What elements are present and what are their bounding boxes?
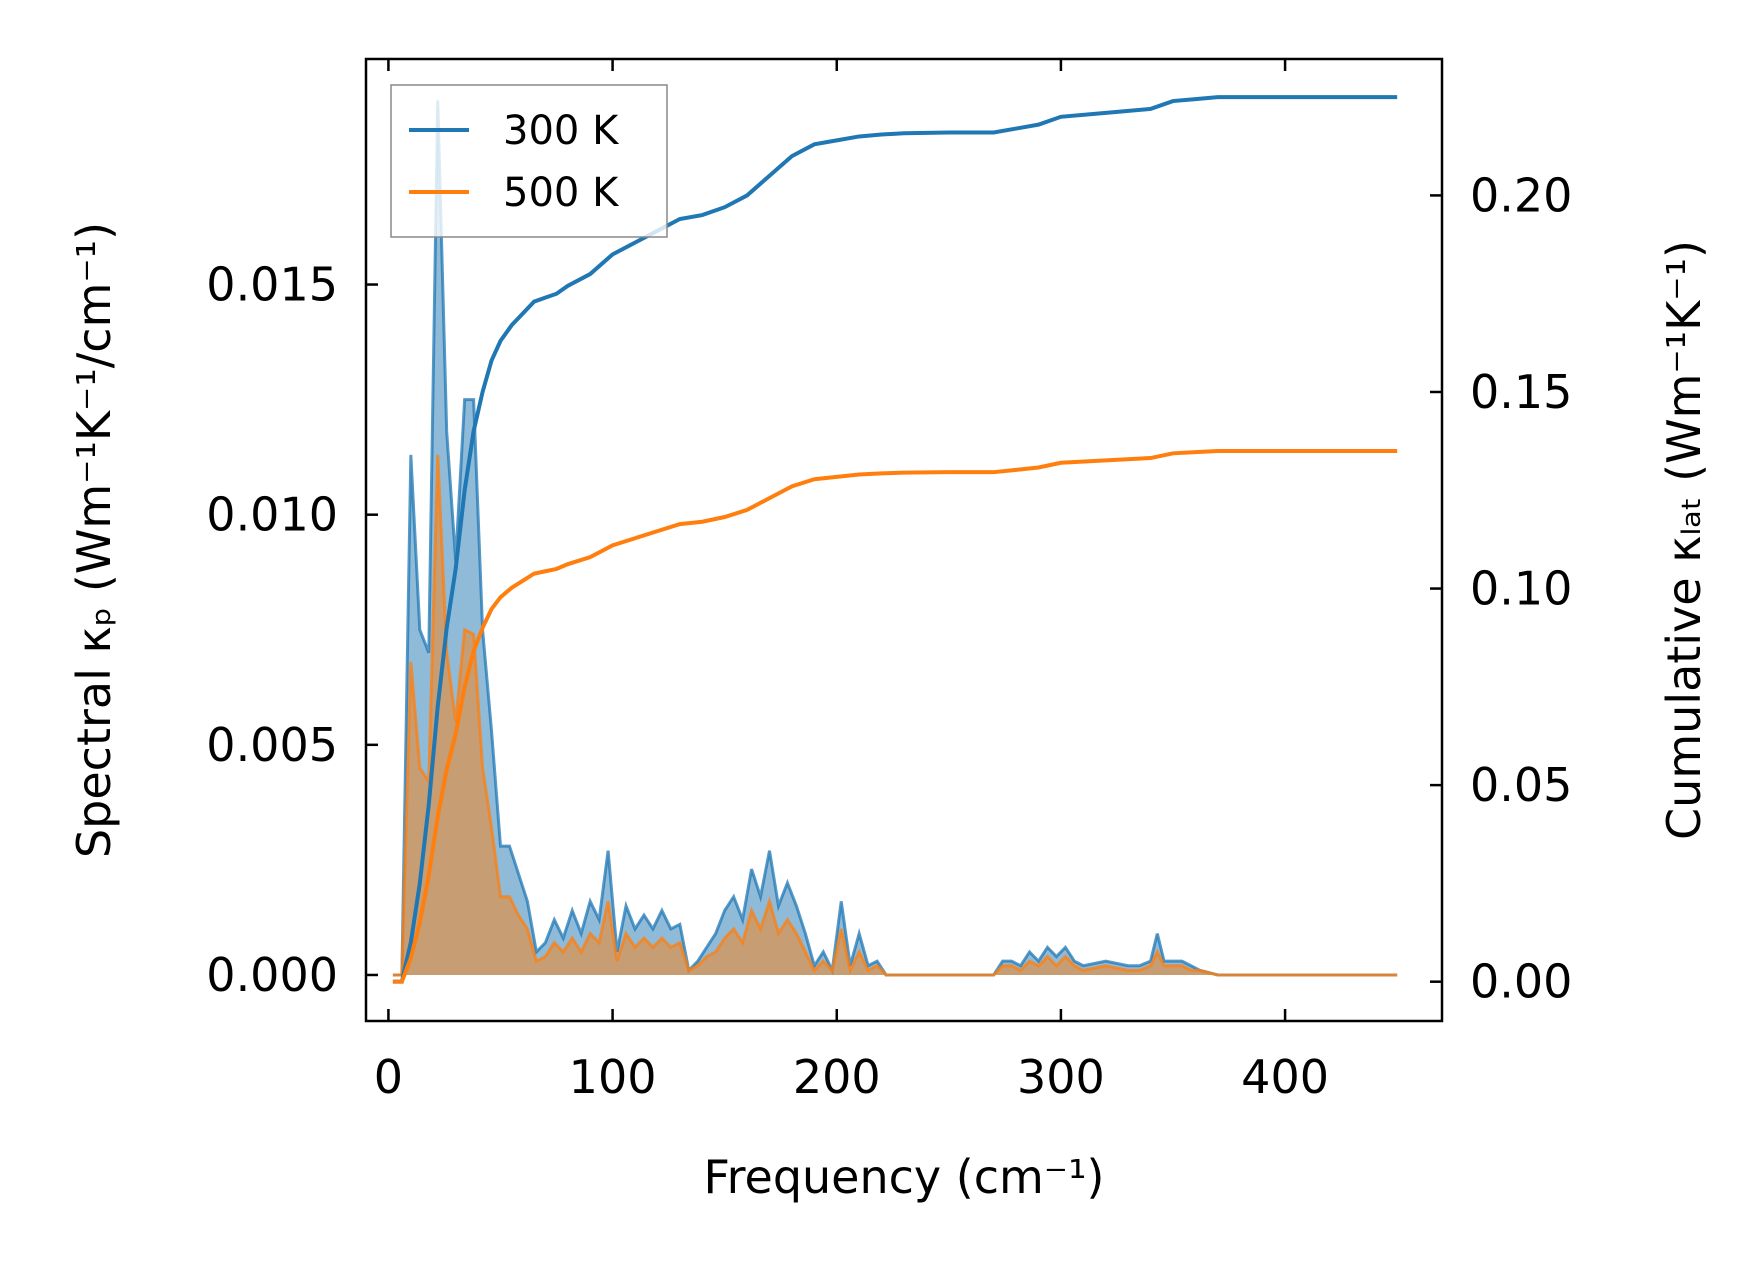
y-right-tick-label: 0.20 (1470, 168, 1572, 222)
plot-frame (364, 57, 1444, 1023)
legend-label-500-k: 500 K (503, 170, 620, 216)
x-tick-label: 200 (793, 1050, 881, 1104)
x-tick-label: 100 (569, 1050, 657, 1104)
y-left-tick-label: 0.005 (206, 718, 338, 772)
x-tick-label: 400 (1241, 1050, 1329, 1104)
x-axis-label: Frequency (cm⁻¹) (704, 1150, 1105, 1204)
cumulative-line-300-k (392, 95, 1398, 984)
plot-area (392, 95, 1398, 984)
legend-label-300-k: 300 K (503, 108, 620, 154)
y-right-tick-label: 0.15 (1470, 365, 1572, 419)
axis-ticks: 0 100 200 300 400 0.000 0.005 0.010 0.015 0.00 0.0… (206, 59, 1572, 1104)
y-left-tick-label: 0.000 (206, 948, 338, 1002)
spectral-fill-500-k (392, 454, 1398, 975)
legend: 300 K 500 K (390, 84, 668, 238)
x-tick-label: 300 (1017, 1050, 1105, 1104)
cumulative-line-500-k (392, 448, 1398, 984)
y-axis-right-label: Cumulative κₗₐₜ (Wm⁻¹K⁻¹) (1657, 240, 1711, 840)
spectral-line-300-k (392, 100, 1398, 977)
y-axis-left-label: Spectral κₚ (Wm⁻¹K⁻¹/cm⁻¹) (67, 222, 121, 858)
y-right-tick-label: 0.05 (1470, 758, 1572, 812)
legend-box (390, 84, 668, 238)
y-right-tick-label: 0.00 (1470, 955, 1572, 1009)
x-tick-label: 0 (374, 1050, 403, 1104)
spectral-line-500-k (392, 454, 1398, 977)
y-left-tick-label: 0.010 (206, 488, 338, 542)
y-right-tick-label: 0.10 (1470, 562, 1572, 616)
y-left-tick-label: 0.015 (206, 258, 338, 312)
